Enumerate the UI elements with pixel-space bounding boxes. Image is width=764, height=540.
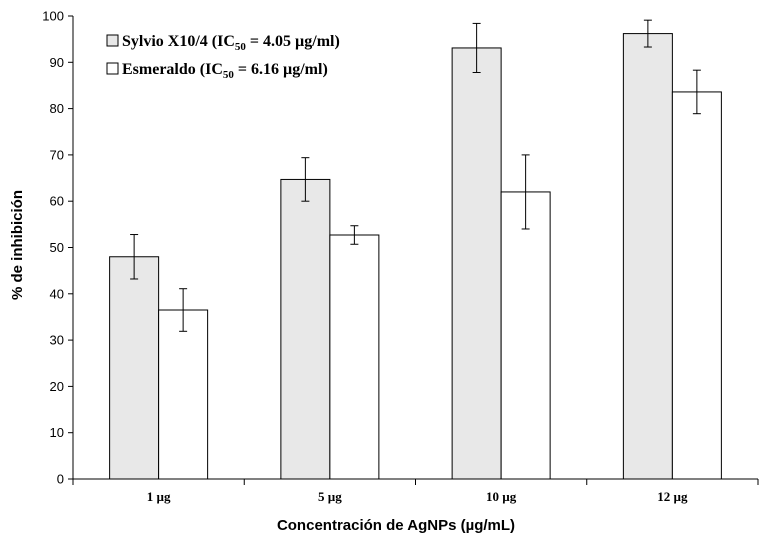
bar-sylvio-x10-4 xyxy=(280,178,331,480)
bar-esmeraldo xyxy=(671,91,722,480)
bar-sylvio-x10-4 xyxy=(109,256,160,480)
error-bar xyxy=(130,234,139,280)
legend-item: Esmeraldo (IC50 = 6.16 µg/ml) xyxy=(106,61,328,81)
legend-label: Sylvio X10/4 (IC50 = 4.05 µg/ml) xyxy=(122,33,340,53)
y-tick-label: 10 xyxy=(50,425,64,440)
y-axis-ticks: 0 10 20 30 40 50 60 70 80 90 100 xyxy=(42,9,73,487)
y-axis-title: % de inhibición xyxy=(9,190,26,300)
error-bar xyxy=(692,69,701,115)
error-bar xyxy=(472,22,481,73)
x-axis-ticks: 1 µg 5 µg 10 µg 12 µg xyxy=(72,479,759,504)
error-bar xyxy=(350,225,359,245)
bars xyxy=(109,19,722,480)
x-axis-title: Concentración de AgNPs (µg/mL) xyxy=(277,517,515,534)
y-tick-label: 0 xyxy=(57,472,64,487)
x-tick-label: 5 µg xyxy=(318,489,342,504)
error-bar xyxy=(643,19,652,48)
legend-swatch xyxy=(106,62,119,75)
bar-esmeraldo xyxy=(329,234,380,480)
bar-esmeraldo xyxy=(158,309,209,480)
error-bar xyxy=(521,154,530,230)
y-tick-label: 50 xyxy=(50,240,64,255)
error-bar xyxy=(301,157,310,202)
legend-swatch xyxy=(106,34,119,47)
bar-sylvio-x10-4 xyxy=(451,47,502,480)
x-tick-label: 12 µg xyxy=(657,489,688,504)
y-tick-label: 100 xyxy=(42,9,64,24)
y-tick-label: 70 xyxy=(50,147,64,162)
bar-esmeraldo xyxy=(500,191,551,480)
legend-label: Esmeraldo (IC50 = 6.16 µg/ml) xyxy=(122,61,328,81)
y-tick-label: 80 xyxy=(50,101,64,116)
legend-item: Sylvio X10/4 (IC50 = 4.05 µg/ml) xyxy=(106,33,340,53)
y-tick-label: 90 xyxy=(50,55,64,70)
y-tick-label: 60 xyxy=(50,194,64,209)
y-tick-label: 40 xyxy=(50,286,64,301)
error-bar xyxy=(179,288,188,332)
x-tick-label: 10 µg xyxy=(486,489,517,504)
legend: Sylvio X10/4 (IC50 = 4.05 µg/ml) Esmerald… xyxy=(106,33,340,81)
x-tick-label: 1 µg xyxy=(147,489,171,504)
y-tick-label: 20 xyxy=(50,379,64,394)
bar-sylvio-x10-4 xyxy=(622,33,673,480)
y-tick-label: 30 xyxy=(50,333,64,348)
